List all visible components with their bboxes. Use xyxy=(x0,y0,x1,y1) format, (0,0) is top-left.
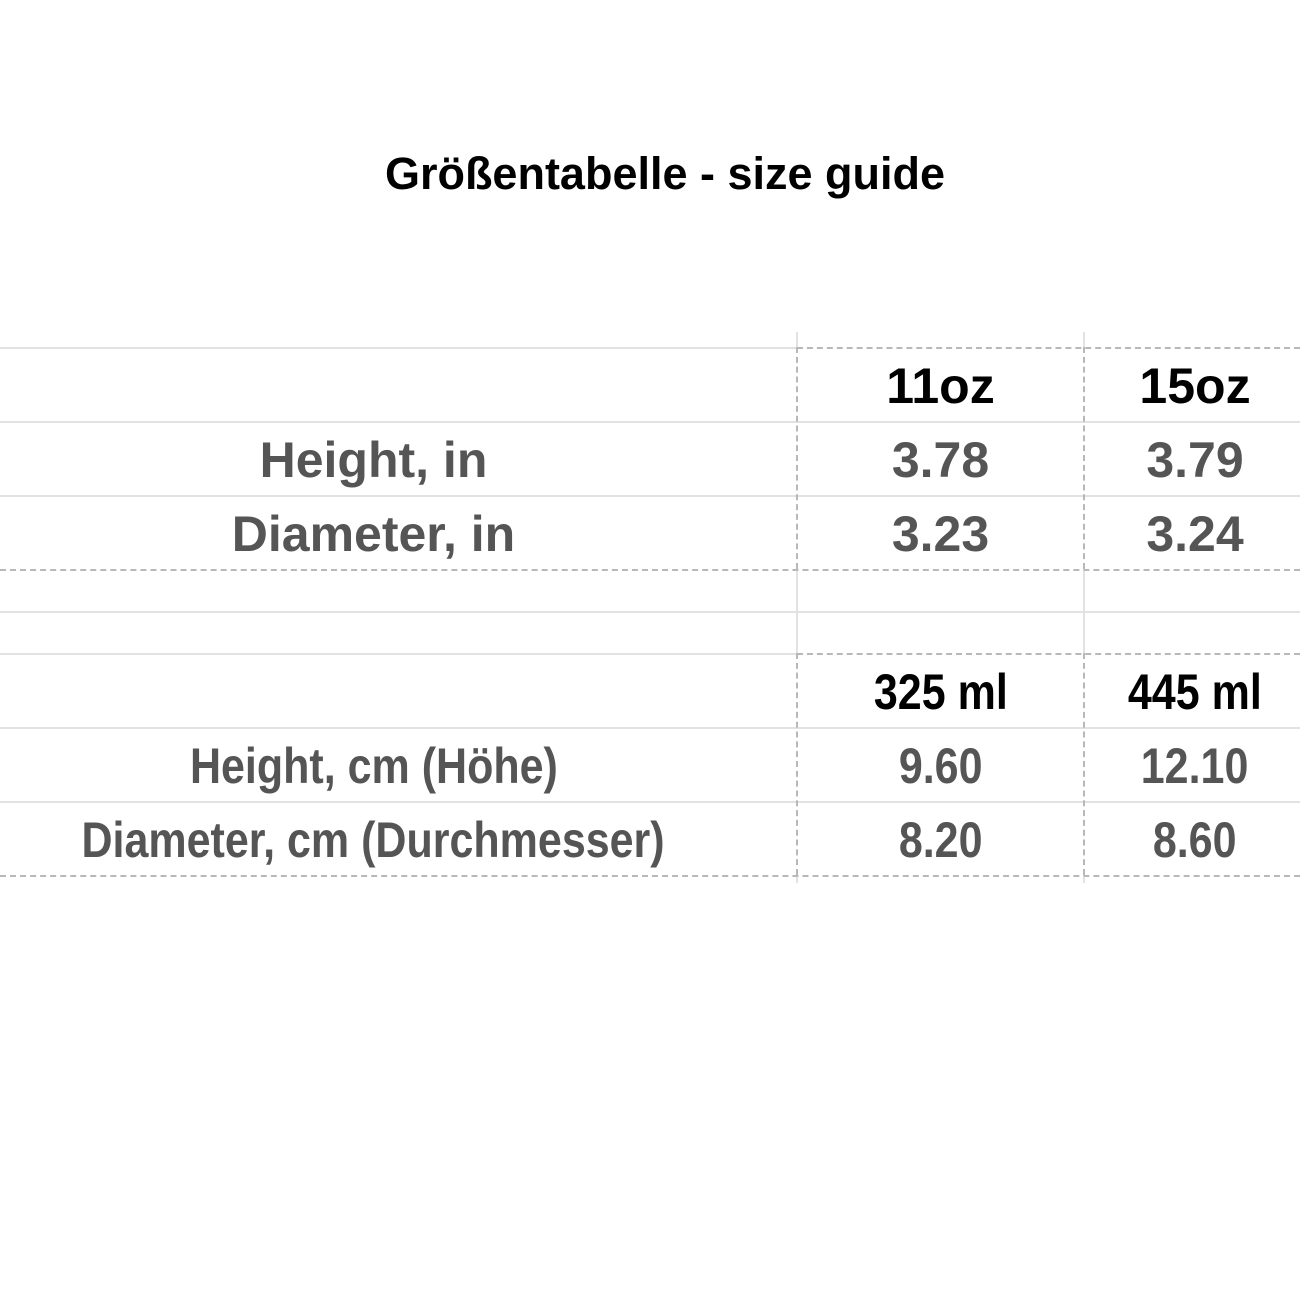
column-header-325ml: 325 ml xyxy=(797,655,1084,729)
block-border xyxy=(796,347,798,569)
row-label: Height, cm (Höhe) xyxy=(0,729,747,803)
grid-line xyxy=(796,332,798,347)
value-text: 9.60 xyxy=(898,738,983,794)
cell-value: 3.79 xyxy=(1146,432,1244,488)
block-border xyxy=(797,653,1300,655)
column-header-445ml: 445 ml xyxy=(1084,655,1300,729)
grid-line xyxy=(0,347,797,349)
value-text: 8.20 xyxy=(898,812,983,868)
header-text: 325 ml xyxy=(873,664,1008,720)
grid-line xyxy=(0,653,797,655)
header-text: 445 ml xyxy=(1128,664,1262,720)
cell-value: 8.20 xyxy=(797,803,1084,877)
grid-line xyxy=(796,877,798,883)
value-text: 8.60 xyxy=(1153,812,1237,868)
block-border xyxy=(1083,653,1085,875)
block-border xyxy=(1083,347,1085,569)
column-header-15oz: 15oz xyxy=(1139,358,1251,414)
block-border xyxy=(0,569,1300,571)
cell-value: 8.60 xyxy=(1084,803,1300,877)
label-text: Height, cm (Höhe) xyxy=(189,738,558,794)
grid-line xyxy=(0,495,1300,497)
cell-value: 3.23 xyxy=(891,506,990,562)
grid-line xyxy=(1083,877,1085,883)
grid-line xyxy=(0,421,1300,423)
cell-value: 9.60 xyxy=(797,729,1084,803)
grid-line xyxy=(1083,332,1085,347)
row-label: Height, in xyxy=(259,432,488,488)
cell-value: 3.24 xyxy=(1146,506,1244,562)
block-border xyxy=(797,347,1300,349)
column-header-11oz: 11oz xyxy=(886,358,995,414)
grid-line xyxy=(0,727,1300,729)
grid-line xyxy=(0,611,1300,613)
block-border xyxy=(0,875,1300,877)
row-label: Diameter, cm (Durchmesser) xyxy=(0,803,747,877)
block-border xyxy=(796,653,798,875)
label-text: Diameter, cm (Durchmesser) xyxy=(81,812,666,868)
cell-value: 12.10 xyxy=(1084,729,1300,803)
page-title: Größentabelle - size guide xyxy=(384,148,946,199)
value-text: 12.10 xyxy=(1141,738,1249,794)
grid-line xyxy=(0,801,1300,803)
cell-value: 3.78 xyxy=(891,432,990,488)
row-label: Diameter, in xyxy=(231,506,516,562)
